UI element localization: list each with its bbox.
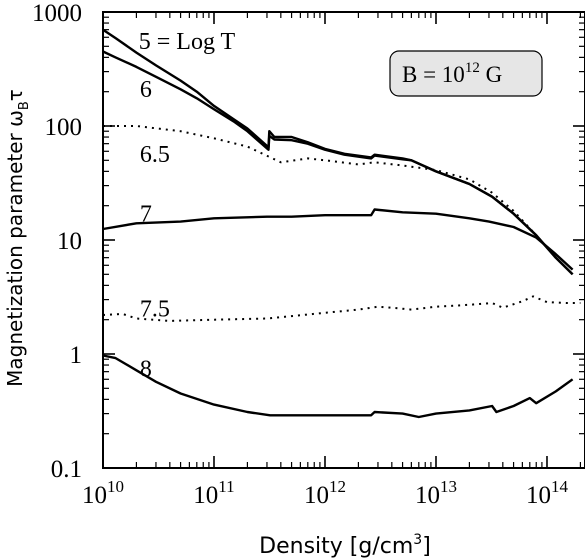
series-line-1 [102, 50, 574, 276]
series-line-5 [102, 354, 574, 419]
y-tick-label: 100 [45, 114, 83, 141]
x-tick-label-base: 10 [526, 482, 551, 509]
x-tick-label-exp: 14 [551, 477, 569, 496]
x-tick-label-exp: 10 [107, 477, 124, 496]
series-label-1: 6 [140, 77, 152, 103]
y-tick-label: 1000 [32, 0, 82, 27]
series-label-3: 7 [140, 201, 152, 227]
x-tick-label: 1012 [304, 477, 346, 509]
series-label-0: 5 = Log T [139, 29, 236, 55]
series-layer [102, 28, 581, 419]
annotation-box-bg [389, 50, 543, 97]
annotation-suffix: G [480, 62, 502, 87]
x-tick-label-exp: 12 [329, 477, 346, 496]
series-label-2: 6.5 [140, 142, 170, 168]
x-tick-label: 1011 [193, 477, 234, 509]
x-tick-label-base: 10 [304, 482, 329, 509]
plot-frame [102, 11, 585, 469]
annotation-box: B = 1012 G [389, 50, 543, 97]
annotation-base: B = 10 [402, 62, 465, 87]
x-axis-label: Density [g/cm3] [259, 532, 431, 559]
series-line-2 [103, 125, 574, 276]
x-tick-label-exp: 13 [440, 477, 457, 496]
series-label-5: 8 [140, 357, 152, 383]
x-tick-label-base: 10 [415, 482, 440, 509]
series-labels: 5 = Log T 6 6.5 7 7.5 8 [139, 29, 236, 383]
x-tick-label-exp: 11 [218, 477, 234, 496]
x-tick-label: 1013 [415, 477, 457, 509]
series-line-3 [102, 208, 574, 271]
x-tick-label: 1010 [82, 477, 124, 509]
x-tick-label: 1014 [526, 477, 569, 509]
y-axis-label: Magnetization parameter ωBτ [3, 89, 32, 387]
annotation-text: B = 1012 G [402, 60, 502, 87]
y-tick-label: 10 [57, 228, 82, 255]
series-line-4 [102, 295, 581, 322]
y-tick-label: 0.1 [51, 456, 82, 483]
y-tick-label: 1 [70, 342, 83, 369]
x-tick-label-base: 10 [82, 482, 107, 509]
series-label-4: 7.5 [140, 297, 170, 323]
x-tick-label-base: 10 [193, 482, 218, 509]
annotation-exp: 12 [465, 60, 480, 76]
